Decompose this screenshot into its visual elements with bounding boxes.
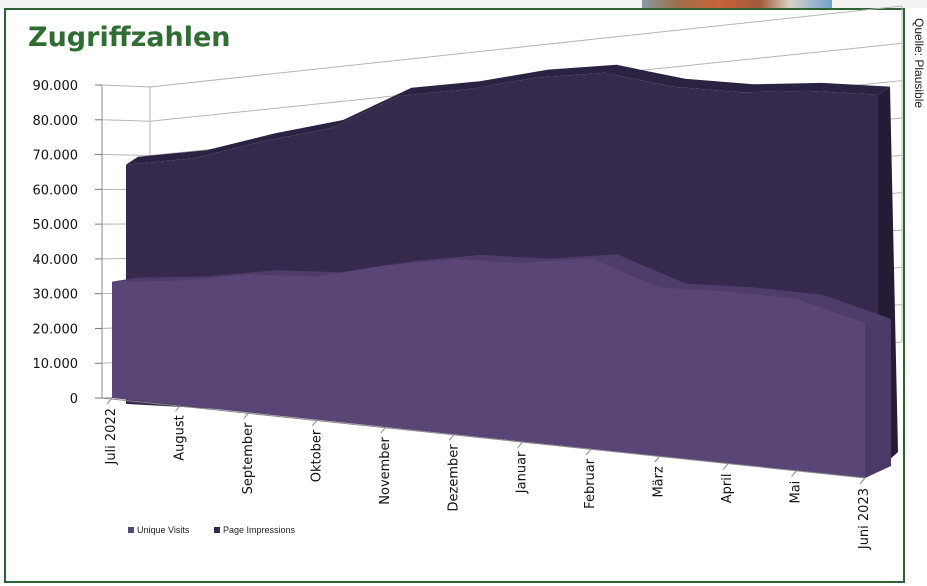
x-tick bbox=[517, 441, 524, 448]
x-tick bbox=[175, 404, 181, 412]
x-tick bbox=[722, 463, 729, 470]
x-tick-label: September bbox=[241, 422, 256, 495]
y-tick-label: 70.000 bbox=[33, 149, 79, 164]
x-tick-label: März bbox=[652, 466, 667, 498]
x-tick-label: November bbox=[378, 436, 393, 504]
x-tick-label: Oktober bbox=[309, 429, 324, 482]
y-tick-label: 90.000 bbox=[33, 79, 79, 94]
top-strip bbox=[0, 0, 927, 8]
y-tick-label: 30.000 bbox=[33, 288, 79, 303]
x-tick-label: Januar bbox=[515, 451, 530, 494]
legend-label-unique-visits: Unique Visits bbox=[137, 525, 190, 535]
x-tick bbox=[448, 434, 455, 441]
page-impressions-top-face bbox=[126, 64, 890, 165]
y-axis: 0 10.000 20.000 30.000 40.000 50.000 60.000 70.… bbox=[33, 79, 103, 407]
unique-visits-face bbox=[112, 258, 865, 478]
y-tick-label: 20.000 bbox=[33, 322, 79, 337]
x-tick bbox=[243, 412, 250, 419]
x-tick bbox=[106, 397, 113, 405]
legend-swatch-page-impressions bbox=[214, 527, 220, 533]
legend-label-page-impressions: Page Impressions bbox=[223, 525, 296, 535]
unique-visits-side-face bbox=[865, 318, 891, 478]
chart-title: Zugriffzahlen bbox=[28, 22, 231, 53]
gridline-depth bbox=[101, 119, 151, 122]
x-axis-line bbox=[101, 397, 866, 479]
x-tick-label: Dezember bbox=[446, 444, 461, 512]
legend-swatch-unique-visits bbox=[128, 527, 134, 533]
gridline bbox=[149, 5, 903, 88]
x-tick-label: August bbox=[173, 415, 188, 461]
series-unique-visits bbox=[112, 254, 891, 478]
x-tick bbox=[654, 455, 661, 463]
x-tick-label: Februar bbox=[583, 458, 598, 509]
legend: Unique Visits Page Impressions bbox=[128, 525, 296, 535]
x-tick-label: Juli 2022 bbox=[104, 408, 119, 466]
x-tick bbox=[311, 419, 318, 427]
x-tick bbox=[859, 477, 866, 485]
x-tick-label: April bbox=[720, 474, 735, 504]
y-tick-label: 0 bbox=[70, 392, 78, 407]
unique-visits-top-face bbox=[112, 254, 891, 323]
header-photo bbox=[642, 0, 832, 9]
y-tick-label: 40.000 bbox=[33, 253, 79, 268]
x-axis: Juli 2022 August September Oktober November D… bbox=[101, 397, 872, 550]
y-tick-label: 60.000 bbox=[33, 183, 79, 198]
x-tick bbox=[585, 448, 592, 456]
y-tick-label: 50.000 bbox=[33, 218, 79, 233]
y-tick-label: 80.000 bbox=[33, 114, 79, 129]
x-tick bbox=[791, 470, 797, 478]
x-tick bbox=[380, 426, 387, 434]
y-tick-label: 10.000 bbox=[33, 357, 79, 372]
x-tick-label: Juni 2023 bbox=[857, 488, 872, 550]
x-tick-label: Mai bbox=[789, 481, 804, 504]
gridline-depth bbox=[101, 154, 151, 156]
gridline-depth bbox=[101, 84, 151, 88]
